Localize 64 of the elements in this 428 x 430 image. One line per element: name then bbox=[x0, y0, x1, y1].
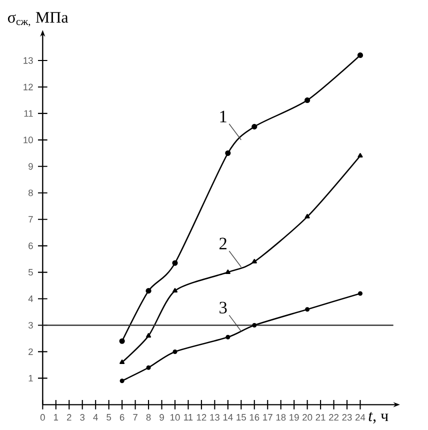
x-tick-label: 22 bbox=[329, 414, 338, 421]
point bbox=[172, 260, 178, 266]
y-tick-label: 4 bbox=[28, 296, 34, 302]
x-tick-label: 17 bbox=[263, 414, 272, 420]
x-tick-label: 24 bbox=[356, 414, 366, 421]
x-tick-label: 13 bbox=[210, 414, 220, 421]
x-tick-label: 10 bbox=[170, 414, 180, 421]
point bbox=[304, 97, 310, 104]
series-label: 1 bbox=[220, 110, 226, 122]
y-tick-label: 3 bbox=[28, 322, 33, 329]
point bbox=[252, 124, 258, 130]
point bbox=[358, 153, 363, 158]
point bbox=[119, 338, 125, 344]
x-tick-label: 19 bbox=[290, 414, 299, 421]
x-tick-label: 5 bbox=[106, 414, 112, 421]
point bbox=[146, 288, 152, 294]
y-tick-label: 6 bbox=[28, 242, 33, 250]
y-tick-label: 8 bbox=[28, 190, 33, 196]
x-tick-label: 21 bbox=[316, 414, 326, 421]
y-tick-label: 2 bbox=[28, 348, 33, 355]
x-tick-label: 23 bbox=[342, 414, 352, 421]
x-axis-title: t, ч bbox=[368, 412, 388, 424]
series-label: 3 bbox=[220, 302, 227, 314]
point bbox=[146, 333, 152, 338]
point bbox=[172, 288, 178, 293]
y-tick-label: 9 bbox=[28, 163, 33, 170]
y-tick-label: 1 bbox=[28, 374, 33, 382]
y-tick-label: 10 bbox=[24, 136, 33, 144]
x-tick-label: 8 bbox=[146, 414, 151, 421]
x-tick-label: 12 bbox=[196, 414, 206, 421]
x-tick-label: 4 bbox=[93, 414, 98, 420]
point bbox=[252, 258, 257, 264]
x-tick-label: 16 bbox=[250, 414, 260, 421]
point bbox=[120, 378, 124, 384]
point bbox=[146, 365, 151, 370]
series-label: 2 bbox=[220, 238, 226, 250]
point bbox=[358, 291, 363, 296]
y-tick-label: 7 bbox=[28, 216, 33, 223]
x-tick-label: 11 bbox=[184, 414, 193, 420]
x-tick-label: 6 bbox=[120, 414, 124, 421]
point bbox=[305, 307, 310, 312]
x-tick-label: 1 bbox=[54, 414, 58, 420]
x-tick-label: 9 bbox=[160, 414, 164, 421]
y-tick-label: 11 bbox=[24, 110, 33, 117]
point bbox=[120, 360, 125, 364]
x-tick-label: 18 bbox=[276, 414, 286, 421]
point bbox=[357, 52, 364, 58]
point bbox=[226, 334, 230, 340]
point bbox=[252, 322, 257, 328]
point bbox=[304, 214, 310, 218]
y-tick-label: 12 bbox=[24, 84, 33, 90]
y-axis-title: σ$_{сж,}$ МПа bbox=[8, 12, 68, 27]
x-tick-label: 2 bbox=[66, 414, 72, 421]
x-tick-label: 15 bbox=[236, 414, 246, 421]
x-tick-label: 0 bbox=[40, 414, 45, 421]
x-tick-label: 3 bbox=[80, 414, 85, 421]
x-tick-label: 7 bbox=[133, 414, 138, 420]
x-tick-label: 20 bbox=[302, 414, 312, 421]
y-tick-label: 5 bbox=[28, 269, 33, 276]
point bbox=[225, 150, 231, 156]
y-tick-label: 13 bbox=[24, 57, 33, 64]
point bbox=[172, 349, 178, 354]
x-tick-label: 14 bbox=[223, 414, 233, 420]
point bbox=[225, 269, 230, 274]
